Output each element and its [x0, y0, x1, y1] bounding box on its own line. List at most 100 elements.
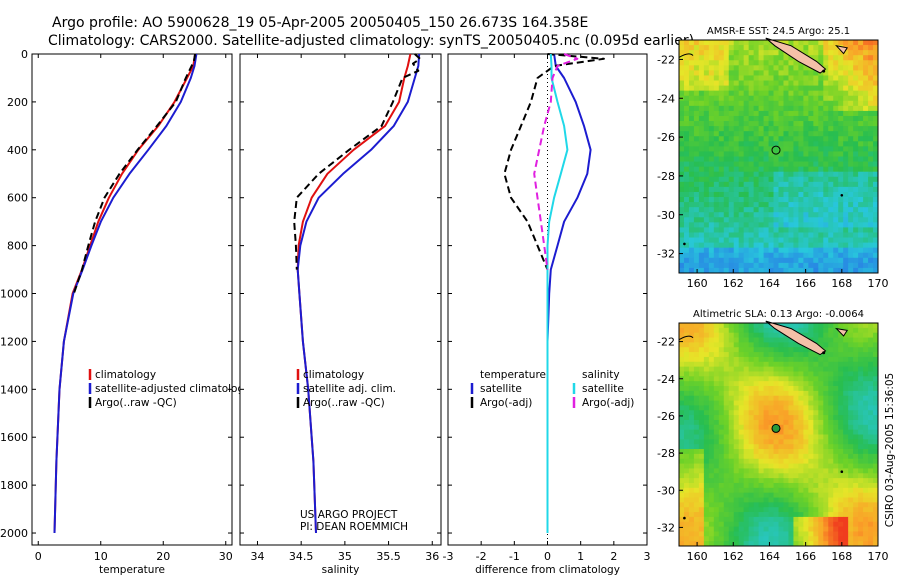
map-panel-sst-map: AMSR-E SST: 24.5 Argo: 25.1 160 162 164 166 1… — [657, 26, 888, 290]
sla-map-xtick-label: 164 — [759, 550, 780, 563]
salinity-series-line-2 — [293, 53, 421, 270]
sla-map-title: Altimetric SLA: 0.13 Argo: -0.0064 — [693, 309, 864, 320]
sst-map-profile-marker — [771, 145, 781, 155]
temperature-xtick-label: 30 — [219, 550, 233, 563]
temperature-xtick-label: 10 — [94, 550, 108, 563]
temperature-ytick-label: 800 — [7, 240, 28, 253]
sla-map-xtick-label: 160 — [687, 550, 708, 563]
sla-map-xtick-label: 168 — [831, 550, 852, 563]
sla-map-xtick-label: 162 — [723, 550, 744, 563]
difference-legend-title-right: salinity — [582, 369, 620, 381]
sst-map-ytick-label: -26 — [657, 131, 675, 144]
temperature-ytick-label: 600 — [7, 192, 28, 205]
temperature-ytick-label: 1600 — [0, 431, 28, 444]
difference-series-line-3 — [533, 53, 579, 270]
sla-map-norfolk-dot — [840, 470, 844, 474]
sst-map-xtick-label: 170 — [868, 277, 889, 290]
sst-map-reef-outline — [678, 53, 694, 58]
sla-map-reef-outline — [678, 335, 694, 341]
difference-xlabel: difference from climatology — [475, 564, 620, 576]
salinity-plot-frame — [239, 53, 442, 546]
temperature-legend-label: Argo(..raw -QC) — [95, 397, 177, 409]
sst-map-ytick-label: -30 — [657, 209, 675, 222]
temperature-series-line-1 — [53, 53, 198, 534]
temperature-ytick-label: 0 — [21, 48, 28, 61]
difference-xtick-label: -3 — [443, 550, 454, 563]
temperature-ytick-label: 1200 — [0, 335, 28, 348]
difference-legend-label-left: Argo(-adj) — [480, 397, 532, 409]
temperature-plot-frame — [31, 53, 233, 546]
sla-map-xtick-label: 170 — [868, 550, 889, 563]
difference-legend-title-left: temperature — [480, 369, 546, 381]
sla-map-ytick-label: -26 — [657, 410, 675, 423]
temperature-series-line-2 — [72, 53, 197, 294]
salinity-legend-label: Argo(..raw -QC) — [303, 397, 385, 409]
salinity-xtick-label: 36 — [425, 550, 439, 563]
difference-xtick-label: 3 — [644, 550, 651, 563]
sst-map-islet-dot — [822, 69, 826, 73]
profile-panel-salinity: 34 34.5 35 35.5 36 salinity climatology satelli… — [239, 53, 442, 576]
sst-map-ytick-label: -32 — [657, 248, 675, 261]
temperature-ytick-label: 1800 — [0, 479, 28, 492]
salinity-xtick-label: 35 — [338, 550, 352, 563]
sla-map-ytick-label: -30 — [657, 484, 675, 497]
sst-map-title: AMSR-E SST: 24.5 Argo: 25.1 — [707, 26, 850, 37]
temperature-legend-label: climatology — [95, 369, 156, 381]
sst-map-lordhowe-dot — [683, 242, 686, 246]
temperature-xtick-label: 20 — [156, 550, 170, 563]
difference-legend-label-right: satellite — [582, 383, 624, 395]
salinity-legend-label: climatology — [303, 369, 364, 381]
sla-map-heatmap-cells — [679, 323, 879, 547]
sst-map-xtick-label: 162 — [723, 277, 744, 290]
sla-map-xtick-label: 166 — [795, 550, 816, 563]
difference-xtick-label: 0 — [544, 550, 551, 563]
difference-xtick-label: 2 — [610, 550, 617, 563]
sst-map-ytick-label: -28 — [657, 170, 675, 183]
figure-title-line1: Argo profile: AO 5900628_19 05-Apr-2005 … — [52, 15, 588, 31]
sla-map-profile-marker — [771, 423, 781, 433]
sst-map-norfolk-dot — [840, 194, 844, 197]
sst-map-frame — [678, 39, 879, 274]
temperature-ytick-label: 200 — [7, 96, 28, 109]
salinity-annotation-line: US ARGO PROJECT — [300, 509, 398, 521]
sst-map-xtick-label: 164 — [759, 277, 780, 290]
temperature-ytick-label: 1000 — [0, 288, 28, 301]
sst-map-ytick-label: -22 — [657, 53, 675, 66]
difference-xtick-label: -2 — [476, 550, 487, 563]
timestamp-stamp: CSIRO 03-Aug-2005 15:36:05 — [884, 373, 896, 527]
temperature-xlabel: temperature — [99, 564, 165, 576]
sla-map-lordhowe-dot — [683, 516, 686, 520]
sla-map-ytick-label: -28 — [657, 447, 675, 460]
temperature-ytick-label: 1400 — [0, 383, 28, 396]
salinity-xtick-label: 35.5 — [376, 550, 401, 563]
sla-map-land-loyalty-islands — [834, 327, 849, 337]
profile-panel-temperature: 0 200 400 600 800 1000 1200 1400 1600 1800 2000 0 10… — [0, 48, 250, 576]
sla-map-ytick-label: -32 — [657, 521, 675, 534]
difference-xtick-label: 1 — [577, 550, 584, 563]
salinity-xtick-label: 34.5 — [289, 550, 314, 563]
temperature-legend-label: satellite-adjusted climatology — [95, 383, 250, 395]
temperature-ytick-label: 400 — [7, 144, 28, 157]
salinity-annotation-line: PI: DEAN ROEMMICH — [300, 521, 408, 533]
difference-legend-label-left: satellite — [480, 383, 522, 395]
salinity-xlabel: salinity — [322, 564, 360, 576]
sla-map-ytick-label: -22 — [657, 336, 675, 349]
sst-map-ytick-label: -24 — [657, 92, 675, 105]
sst-map-xtick-label: 168 — [831, 277, 852, 290]
difference-series-line-0 — [546, 53, 592, 533]
difference-xtick-label: -1 — [509, 550, 520, 563]
sla-map-ytick-label: -24 — [657, 373, 675, 386]
sst-map-xtick-label: 160 — [687, 277, 708, 290]
difference-legend-label-right: Argo(-adj) — [582, 397, 634, 409]
sla-map-frame — [678, 322, 879, 547]
figure-title-line2: Climatology: CARS2000. Satellite-adjuste… — [48, 33, 694, 49]
sla-map-islet-dot — [822, 351, 826, 355]
salinity-xtick-label: 34 — [250, 550, 264, 563]
salinity-legend-label: satellite adj. clim. — [303, 383, 396, 395]
difference-series-line-2 — [546, 53, 569, 533]
temperature-xtick-label: 0 — [35, 550, 42, 563]
salinity-series-line-1 — [296, 53, 421, 534]
profile-panel-difference: -3 -2 -1 0 1 2 3 difference from climatology tem… — [443, 53, 651, 576]
map-panel-sla-map: Altimetric SLA: 0.13 Argo: -0.0064 160 162… — [657, 309, 888, 563]
